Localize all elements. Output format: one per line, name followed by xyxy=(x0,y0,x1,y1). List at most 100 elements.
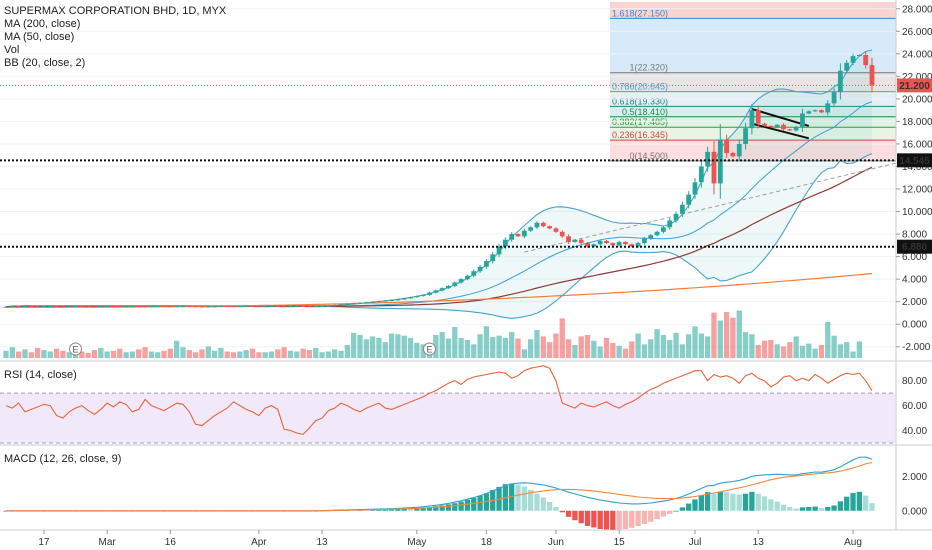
macd-histogram-bar xyxy=(660,510,667,517)
symbol-title[interactable]: SUPERMAX CORPORATION BHD, 1D, MYX xyxy=(4,5,227,17)
volume-bar xyxy=(856,341,863,358)
indicator-bb-label[interactable]: BB (20, close, 2) xyxy=(4,57,85,69)
candle-body xyxy=(22,305,28,307)
volume-bar xyxy=(799,345,806,358)
rsi-axis[interactable]: 80.00 60.00 40.00 xyxy=(902,376,927,437)
macd-histogram-bar xyxy=(768,499,774,511)
macd-histogram-bar xyxy=(572,510,578,521)
volume-bar xyxy=(382,342,388,358)
candle-body xyxy=(66,306,72,308)
volume-bar xyxy=(452,327,458,358)
macd-histogram-bar xyxy=(559,510,565,513)
macd-axis[interactable]: 2.000 0.000 xyxy=(902,472,927,517)
volume-bar xyxy=(540,336,546,358)
candle-body xyxy=(490,254,496,262)
volume-bar xyxy=(313,347,319,358)
macd-label[interactable]: MACD (12, 26, close, 9) xyxy=(4,453,121,465)
candle-body xyxy=(155,305,161,307)
rsi-tick-label: 80.00 xyxy=(902,376,927,387)
candle-body xyxy=(863,54,869,66)
volume-bar xyxy=(433,334,439,358)
volume-bar xyxy=(553,333,559,358)
volume-bar xyxy=(667,340,673,358)
volume-bar xyxy=(730,317,736,358)
macd-histogram-bar xyxy=(445,504,452,511)
volume-bar xyxy=(749,334,755,358)
volume-bar xyxy=(155,352,161,358)
candle-body xyxy=(623,241,628,245)
volume-bar xyxy=(142,347,148,358)
candle-body xyxy=(781,124,786,130)
candle-body xyxy=(730,152,736,157)
candle-body xyxy=(471,271,477,276)
volume-bar xyxy=(3,350,9,358)
candle-body xyxy=(465,275,470,280)
volume-bar xyxy=(325,351,332,358)
candle-body xyxy=(452,282,458,286)
candlesticks xyxy=(3,51,875,308)
volume-bar xyxy=(388,333,395,358)
price-axis[interactable]: 28.000 26.000 24.000 22.000 20.000 18.000 16.0… xyxy=(896,4,932,353)
candle-body xyxy=(117,306,123,308)
macd-histogram-bar xyxy=(534,493,540,511)
candle-body xyxy=(856,54,862,57)
candle-body xyxy=(174,306,180,308)
volume-bar xyxy=(363,339,369,358)
candle-body xyxy=(837,70,843,93)
candle-body xyxy=(167,306,173,308)
time-tick-label: Mar xyxy=(99,537,117,548)
volume-bar xyxy=(673,332,679,358)
volume-bar xyxy=(483,326,490,358)
volume-bar xyxy=(287,350,294,358)
volume-bar xyxy=(28,352,34,358)
volume-bar xyxy=(224,351,230,358)
volume-bar xyxy=(211,350,218,358)
candle-body xyxy=(819,110,824,113)
volume-bar xyxy=(578,336,584,358)
indicator-vol-label[interactable]: Vol xyxy=(4,44,19,56)
macd-histogram-bar xyxy=(407,508,414,511)
volume-bar xyxy=(509,332,515,358)
candle-body xyxy=(262,306,268,308)
fib-zone xyxy=(610,2,896,19)
macd-histogram-bar xyxy=(433,506,439,511)
volume-bar xyxy=(123,352,129,358)
indicator-ma200-label[interactable]: MA (200, close) xyxy=(4,18,80,30)
volume-bar xyxy=(338,350,344,358)
candle-body xyxy=(717,139,723,184)
macd-histogram-bar xyxy=(464,499,471,511)
volume-bar xyxy=(186,350,192,358)
horizontal-lines xyxy=(0,84,896,248)
time-axis[interactable]: 17 Mar 16 Apr 13 May 18 Jun 15 Jul 13 Aug xyxy=(38,530,862,548)
volume-bar xyxy=(148,351,155,358)
volume-bar xyxy=(704,336,711,358)
rsi-label[interactable]: RSI (14, close) xyxy=(4,369,77,381)
candle-body xyxy=(793,127,799,131)
macd-histogram-bar xyxy=(730,493,736,511)
candle-body xyxy=(698,166,704,183)
volume-bar xyxy=(768,340,774,358)
macd-histogram-bar xyxy=(698,495,704,511)
indicator-ma50-label[interactable]: MA (50, close) xyxy=(4,31,74,43)
candle-body xyxy=(502,239,508,247)
price-tick-label: 20.000 xyxy=(902,94,932,105)
candle-body xyxy=(363,302,369,304)
macd-histogram-bar xyxy=(521,486,527,511)
candle-body xyxy=(724,139,730,153)
price-tags: 21.200 14.545 6.880 xyxy=(897,78,932,254)
volume-bar xyxy=(306,350,313,358)
candle-body xyxy=(294,305,300,307)
candle-body xyxy=(41,306,47,308)
volume-bar xyxy=(91,350,98,358)
candle-body xyxy=(755,110,761,124)
macd-histogram-bar xyxy=(439,505,445,511)
volume-bar xyxy=(812,348,818,358)
volume-bar xyxy=(654,329,660,358)
fib-zone xyxy=(610,140,896,161)
candle-body xyxy=(679,204,685,214)
volume-bar xyxy=(401,335,407,358)
volume-bar xyxy=(161,350,167,358)
candle-body xyxy=(642,238,647,244)
candle-body xyxy=(477,266,483,272)
candle-body xyxy=(123,306,129,308)
